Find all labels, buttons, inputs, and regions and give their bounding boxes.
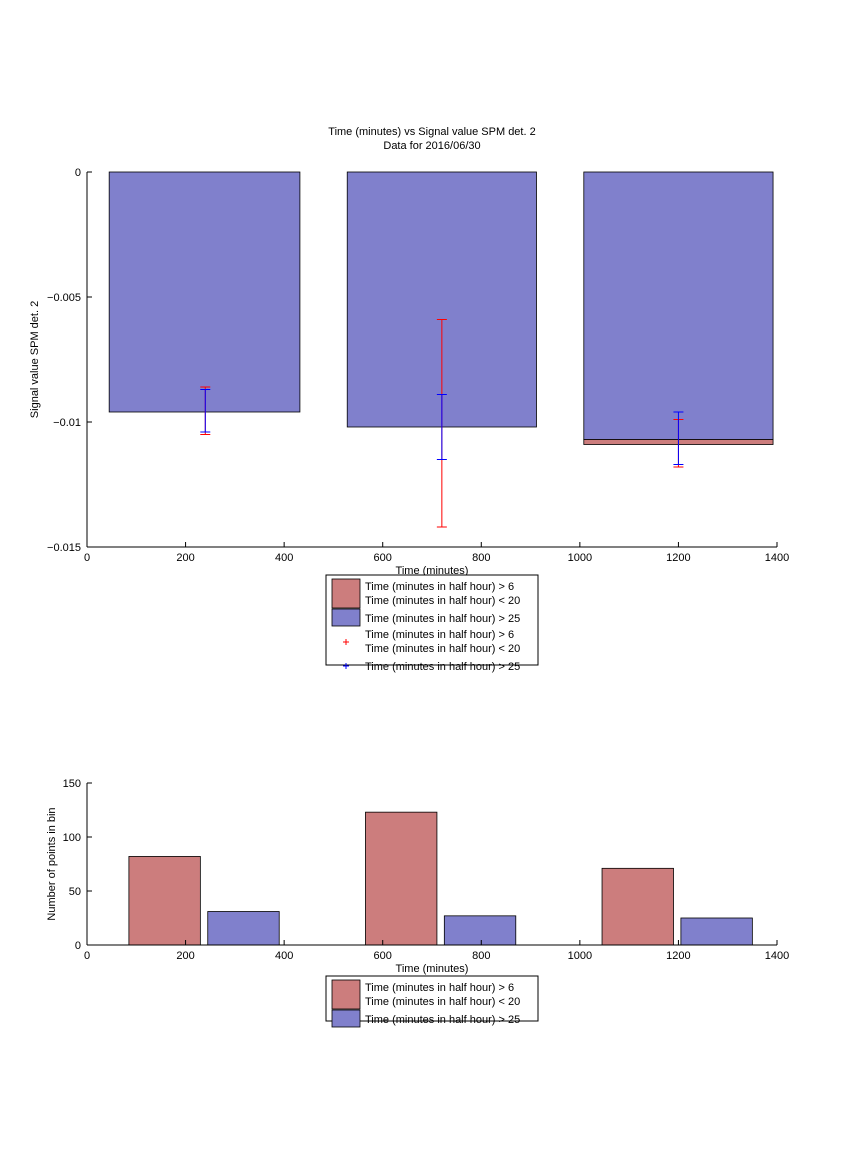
y-tick-label: 150 [63, 778, 81, 790]
legend: Time (minutes in half hour) > 6 Time (min… [325, 574, 539, 673]
legend-label: Time (minutes in half hour) > 25 [365, 661, 520, 673]
x-tick-label: 600 [374, 552, 392, 564]
chart-title-line: Time (minutes) vs Signal value SPM det. … [328, 126, 535, 138]
x-tick-label: 1400 [765, 950, 789, 962]
x-tick-label: 1000 [568, 552, 592, 564]
y-axis-label: Signal value SPM det. 2 [29, 301, 41, 418]
x-tick-label: 800 [472, 552, 490, 564]
bar [128, 856, 201, 946]
y-tick-label: 0 [75, 167, 81, 179]
x-tick-label: 400 [275, 950, 293, 962]
y-axis-label: Number of points in bin [46, 807, 58, 920]
y-tick-label: −0.01 [53, 417, 81, 429]
x-tick-label: 1400 [765, 552, 789, 564]
legend-label: Time (minutes in half hour) > 6 [365, 982, 514, 994]
bar [207, 911, 280, 946]
x-axis-label: Time (minutes) [396, 963, 469, 975]
x-axis-label: Time (minutes) [396, 565, 469, 577]
legend: Time (minutes in half hour) > 6 Time (min… [325, 975, 539, 1028]
y-tick-label: 100 [63, 832, 81, 844]
bar [108, 171, 301, 413]
x-tick-label: 600 [374, 950, 392, 962]
x-tick-label: 200 [176, 950, 194, 962]
x-tick-label: 200 [176, 552, 194, 564]
legend-label: Time (minutes in half hour) > 25 [365, 613, 520, 625]
legend-swatch [331, 578, 361, 609]
x-tick-label: 1000 [568, 950, 592, 962]
y-tick-label: 0 [75, 940, 81, 952]
x-tick-label: 400 [275, 552, 293, 564]
x-tick-label: 800 [472, 950, 490, 962]
legend-box [325, 574, 539, 666]
legend-swatch [331, 1009, 361, 1028]
legend-label: Time (minutes in half hour) < 20 [365, 643, 520, 655]
legend-box [325, 975, 539, 1022]
y-tick-label: 50 [69, 886, 81, 898]
legend-label: Time (minutes in half hour) > 25 [365, 1014, 520, 1026]
bar [443, 915, 517, 946]
bar [601, 867, 674, 946]
legend-label: Time (minutes in half hour) > 6 [365, 581, 514, 593]
count-chart: 0 200 400 600 800 1000 1200 1400 0 50 100 150 Time (… [46, 778, 789, 1028]
legend-label: Time (minutes in half hour) > 6 [365, 629, 514, 641]
y-tick-label: −0.015 [47, 542, 81, 554]
x-tick-label: 0 [84, 950, 90, 962]
bar [365, 811, 438, 946]
x-tick-label: 0 [84, 552, 90, 564]
legend-label: Time (minutes in half hour) < 20 [365, 996, 520, 1008]
legend-label: Time (minutes in half hour) < 20 [365, 595, 520, 607]
x-tick-label: 1200 [666, 950, 690, 962]
legend-swatch [331, 608, 361, 627]
legend-swatch [331, 979, 361, 1010]
y-tick-label: −0.005 [47, 292, 81, 304]
x-tick-label: 1200 [666, 552, 690, 564]
bar [583, 171, 774, 440]
signal-chart: Time (minutes) vs Signal value SPM det. … [29, 126, 789, 673]
bar [680, 917, 753, 946]
chart-title-line: Data for 2016/06/30 [383, 140, 480, 152]
